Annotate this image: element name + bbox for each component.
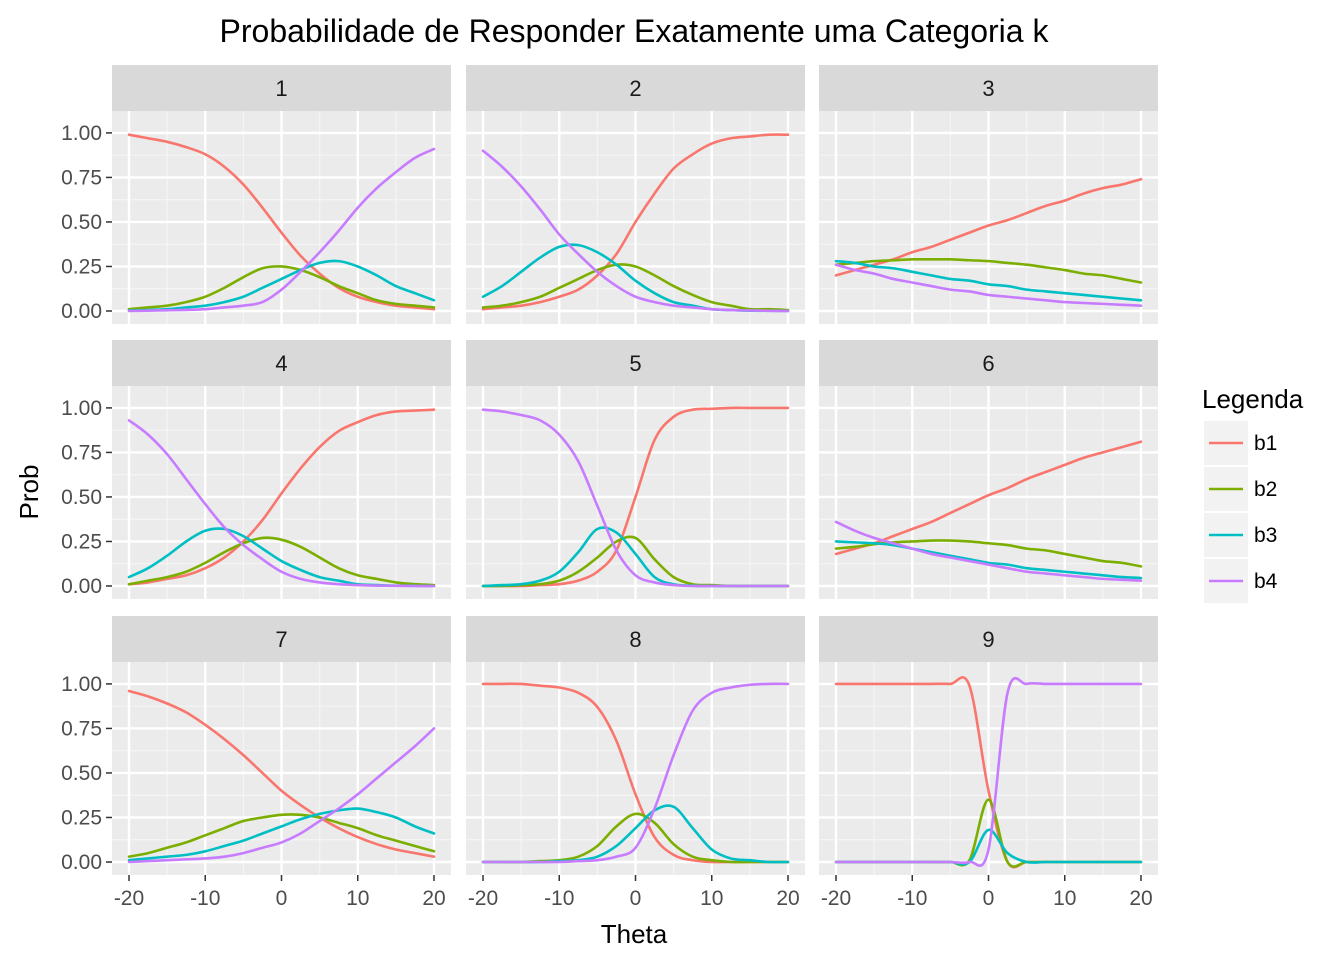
series-line-b2 <box>127 265 436 311</box>
series-line-b1 <box>481 133 790 311</box>
facet-strip <box>466 65 805 111</box>
legend-label: b2 <box>1254 478 1277 501</box>
series-line-b3 <box>834 259 1143 302</box>
facet-strip <box>112 65 451 111</box>
series-line-b4 <box>481 682 790 864</box>
y-tick-label: 0.00 <box>61 300 102 323</box>
x-tick-label: 10 <box>700 887 723 910</box>
series-line-b4 <box>127 727 436 864</box>
x-tick-label: -10 <box>897 887 927 910</box>
series-line-b3 <box>127 259 436 312</box>
facet-strip-label: 4 <box>275 351 287 376</box>
facet-panel-2: 2 <box>466 65 805 324</box>
facet-strip <box>112 340 451 386</box>
x-tick-label: -20 <box>821 887 851 910</box>
y-axis-title: Prob <box>14 465 44 520</box>
x-tick-label: 0 <box>276 887 288 910</box>
series-line-b4 <box>127 147 436 313</box>
x-tick-label: 0 <box>983 887 995 910</box>
y-tick-label: 0.50 <box>61 762 102 785</box>
legend-item-b2: b2 <box>1204 467 1277 511</box>
series-line-b4 <box>834 676 1143 867</box>
series-line-b4 <box>481 149 790 313</box>
facet-strip-label: 5 <box>629 351 641 376</box>
facet-strip-label: 2 <box>629 76 641 101</box>
x-tick-label: 0 <box>630 887 642 910</box>
y-tick-label: 0.50 <box>61 211 102 234</box>
y-tick-label: 0.75 <box>61 717 102 740</box>
facet-strip-label: 7 <box>275 627 287 652</box>
facet-panels: 1 0.00 0.25 0.50 0.75 1.00 2 3 4 0.00 0.25 0.50 0.75… <box>61 65 1158 910</box>
y-tick-label: 0.25 <box>61 255 102 278</box>
x-tick-label: 10 <box>346 887 369 910</box>
series-line-b2 <box>834 257 1143 284</box>
series-line-b1 <box>127 408 436 586</box>
legend-label: b4 <box>1254 570 1278 593</box>
x-axis-title: Theta <box>601 919 668 949</box>
x-tick-label: -20 <box>114 887 144 910</box>
series-line-b4 <box>481 408 790 588</box>
y-tick-label: 0.25 <box>61 530 102 553</box>
y-tick-label: 0.75 <box>61 441 102 464</box>
facet-strip <box>819 65 1158 111</box>
series-line-b3 <box>127 807 436 862</box>
series-line-b1 <box>127 689 436 858</box>
series-line-b2 <box>481 263 790 312</box>
series-line-b2 <box>127 813 436 858</box>
facet-strip <box>466 616 805 662</box>
facet-strip-label: 8 <box>629 627 641 652</box>
legend-label: b3 <box>1254 524 1277 547</box>
facet-strip-label: 3 <box>982 76 994 101</box>
y-tick-label: 1.00 <box>61 397 102 420</box>
facet-strip <box>819 616 1158 662</box>
y-tick-label: 0.50 <box>61 486 102 509</box>
y-tick-label: 0.00 <box>61 851 102 874</box>
y-tick-label: 0.75 <box>61 166 102 189</box>
facet-panel-1: 1 0.00 0.25 0.50 0.75 1.00 <box>61 65 451 324</box>
series-line-b4 <box>834 520 1143 582</box>
facet-panel-5: 5 <box>466 340 805 599</box>
facet-strip <box>819 340 1158 386</box>
facet-panel-8: 8 -20 -10 0 10 20 <box>466 616 805 910</box>
chart-title: Probabilidade de Responder Exatamente um… <box>220 13 1050 49</box>
legend-title: Legenda <box>1202 384 1304 414</box>
facet-panel-7: 7 0.00 0.25 0.50 0.75 1.00 -20 -10 0 10 20 <box>61 616 451 910</box>
y-tick-label: 1.00 <box>61 673 102 696</box>
x-tick-label: -10 <box>544 887 574 910</box>
facet-panel-4: 4 0.00 0.25 0.50 0.75 1.00 <box>61 340 451 599</box>
x-tick-label: 20 <box>422 887 445 910</box>
series-line-b4 <box>834 263 1143 307</box>
series-line-b1 <box>834 440 1143 556</box>
facet-strip-label: 9 <box>982 627 994 652</box>
y-tick-label: 0.00 <box>61 575 102 598</box>
x-tick-label: 10 <box>1053 887 1076 910</box>
y-tick-label: 0.25 <box>61 806 102 829</box>
legend-items: b1 b2 b3 b4 <box>1204 421 1278 603</box>
facet-strip <box>466 340 805 386</box>
legend-label: b1 <box>1254 432 1277 455</box>
facet-strip <box>112 616 451 662</box>
series-line-b1 <box>127 133 436 311</box>
x-tick-label: 20 <box>776 887 799 910</box>
x-tick-label: 20 <box>1129 887 1152 910</box>
legend-item-b4: b4 <box>1204 559 1278 603</box>
facet-panel-9: 9 -20 -10 0 10 20 <box>819 616 1158 910</box>
legend-item-b3: b3 <box>1204 513 1277 557</box>
facet-strip-label: 1 <box>275 76 287 101</box>
series-line-b3 <box>834 540 1143 580</box>
x-tick-label: -10 <box>190 887 220 910</box>
facet-panel-3: 3 <box>819 65 1158 324</box>
y-tick-label: 1.00 <box>61 122 102 145</box>
facet-panel-6: 6 <box>819 340 1158 599</box>
x-tick-label: -20 <box>468 887 498 910</box>
legend: Legenda b1 b2 b3 b4 <box>1202 384 1304 603</box>
series-line-b4 <box>127 419 436 588</box>
facet-strip-label: 6 <box>982 351 994 376</box>
legend-item-b1: b1 <box>1204 421 1277 465</box>
series-line-b2 <box>127 536 436 587</box>
